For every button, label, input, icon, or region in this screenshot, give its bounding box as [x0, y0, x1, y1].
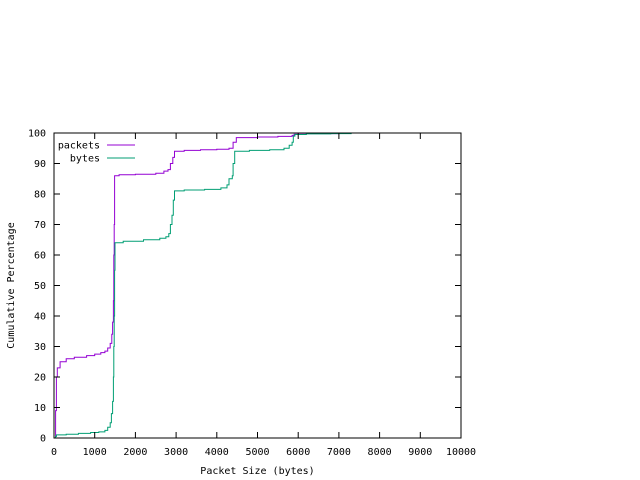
x-tick-label: 1000 — [83, 447, 107, 458]
x-axis-label: Packet Size (bytes) — [200, 466, 314, 477]
y-tick-label: 100 — [28, 129, 46, 140]
x-tick-label: 6000 — [286, 447, 310, 458]
series-line-bytes — [55, 133, 352, 438]
x-tick-label: 7000 — [327, 447, 351, 458]
legend: packets bytes — [58, 141, 135, 165]
y-tick-label: 30 — [34, 342, 46, 353]
x-tick-label: 4000 — [205, 447, 229, 458]
y-axis-label: Cumulative Percentage — [6, 222, 17, 348]
y-tick-label: 70 — [34, 220, 46, 231]
x-tick-label: 0 — [51, 447, 57, 458]
series-layer — [55, 132, 352, 438]
x-tick-label: 3000 — [164, 447, 188, 458]
x-tick-label: 5000 — [245, 447, 269, 458]
x-tick-label: 2000 — [123, 447, 147, 458]
x-tick-label: 8000 — [368, 447, 392, 458]
y-tick-label: 40 — [34, 312, 46, 323]
y-tick-label: 80 — [34, 190, 46, 201]
legend-label-bytes: bytes — [70, 154, 100, 165]
y-tick-label: 20 — [34, 373, 46, 384]
y-tick-label: 10 — [34, 403, 46, 414]
y-tick-label: 90 — [34, 159, 46, 170]
y-tick-label: 50 — [34, 281, 46, 292]
legend-label-packets: packets — [58, 141, 100, 152]
ticks-layer: 0 1000 2000 3000 4000 5000 6000 7000 8000 9000 100… — [28, 129, 476, 459]
series-line-packets — [55, 132, 352, 438]
x-tick-label: 9000 — [408, 447, 432, 458]
y-tick-label: 60 — [34, 251, 46, 262]
x-tick-label: 10000 — [446, 447, 476, 458]
y-tick-label: 0 — [40, 434, 46, 445]
